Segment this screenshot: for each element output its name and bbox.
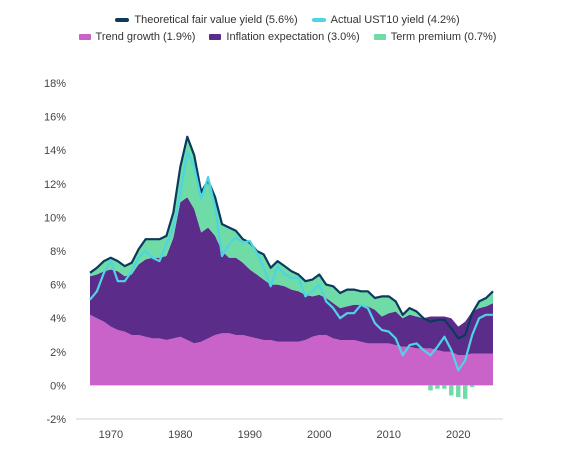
x-tick-label: 1990 xyxy=(238,429,262,441)
y-tick-label: 6% xyxy=(50,280,66,292)
legend-label-actual-yield: Actual UST10 yield (4.2%) xyxy=(330,14,460,26)
y-tick-label: 4% xyxy=(50,313,66,325)
x-tick-label: 1980 xyxy=(168,429,192,441)
y-tick-label: 16% xyxy=(44,112,66,124)
legend-item-trend-growth: Trend growth (1.9%) xyxy=(78,31,196,43)
legend-item-fair-value: Theoretical fair value yield (5.6%) xyxy=(115,14,298,26)
legend-label-trend-growth: Trend growth (1.9%) xyxy=(95,31,196,43)
x-tick-label: 2000 xyxy=(307,429,331,441)
legend-item-inflation: Inflation expectation (3.0%) xyxy=(209,31,360,43)
y-tick-label: 8% xyxy=(50,246,66,258)
negative-segment xyxy=(456,385,461,398)
legend-row-bottom: Trend growth (1.9%) Inflation expectatio… xyxy=(0,31,575,43)
area-inflation xyxy=(90,197,493,356)
negative-segment xyxy=(463,385,468,399)
legend-label-inflation: Inflation expectation (3.0%) xyxy=(226,31,360,43)
negative-segment xyxy=(442,385,447,389)
negative-segment xyxy=(435,385,440,389)
x-tick-label: 2020 xyxy=(446,429,470,441)
legend-item-term-premium: Term premium (0.7%) xyxy=(373,31,497,43)
legend-row-top: Theoretical fair value yield (5.6%) Actu… xyxy=(0,14,575,26)
y-tick-label: 10% xyxy=(44,212,66,224)
legend-label-fair-value: Theoretical fair value yield (5.6%) xyxy=(134,14,298,26)
negative-segment xyxy=(469,385,475,388)
term-premium-swatch xyxy=(373,34,386,40)
negative-segment xyxy=(449,385,454,396)
actual-yield-swatch xyxy=(311,18,326,22)
area-trend xyxy=(90,314,493,386)
y-tick-label: 14% xyxy=(44,145,66,157)
trend-growth-swatch xyxy=(78,34,91,40)
legend-item-actual-yield: Actual UST10 yield (4.2%) xyxy=(311,14,460,26)
area-term xyxy=(90,136,493,327)
y-tick-label: -2% xyxy=(46,414,66,426)
legend-label-term-premium: Term premium (0.7%) xyxy=(390,31,497,43)
y-tick-label: 2% xyxy=(50,347,66,359)
line-actual xyxy=(89,150,493,372)
fair-value-swatch xyxy=(115,18,130,22)
negative-segment xyxy=(428,385,433,391)
x-tick-label: 1970 xyxy=(99,429,123,441)
line-theoretical xyxy=(89,135,494,340)
y-tick-label: 12% xyxy=(44,179,66,191)
inflation-swatch xyxy=(209,34,222,40)
x-tick-label: 2010 xyxy=(377,429,401,441)
y-tick-label: 18% xyxy=(44,78,66,90)
y-tick-label: 0% xyxy=(50,380,66,392)
